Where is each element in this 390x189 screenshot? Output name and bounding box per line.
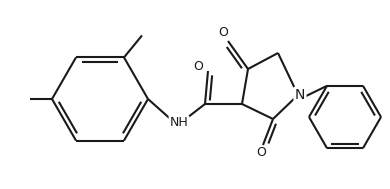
Text: N: N [295,88,305,102]
Text: O: O [193,60,203,73]
Text: NH: NH [170,116,188,129]
Text: O: O [218,26,228,40]
Text: O: O [256,146,266,159]
